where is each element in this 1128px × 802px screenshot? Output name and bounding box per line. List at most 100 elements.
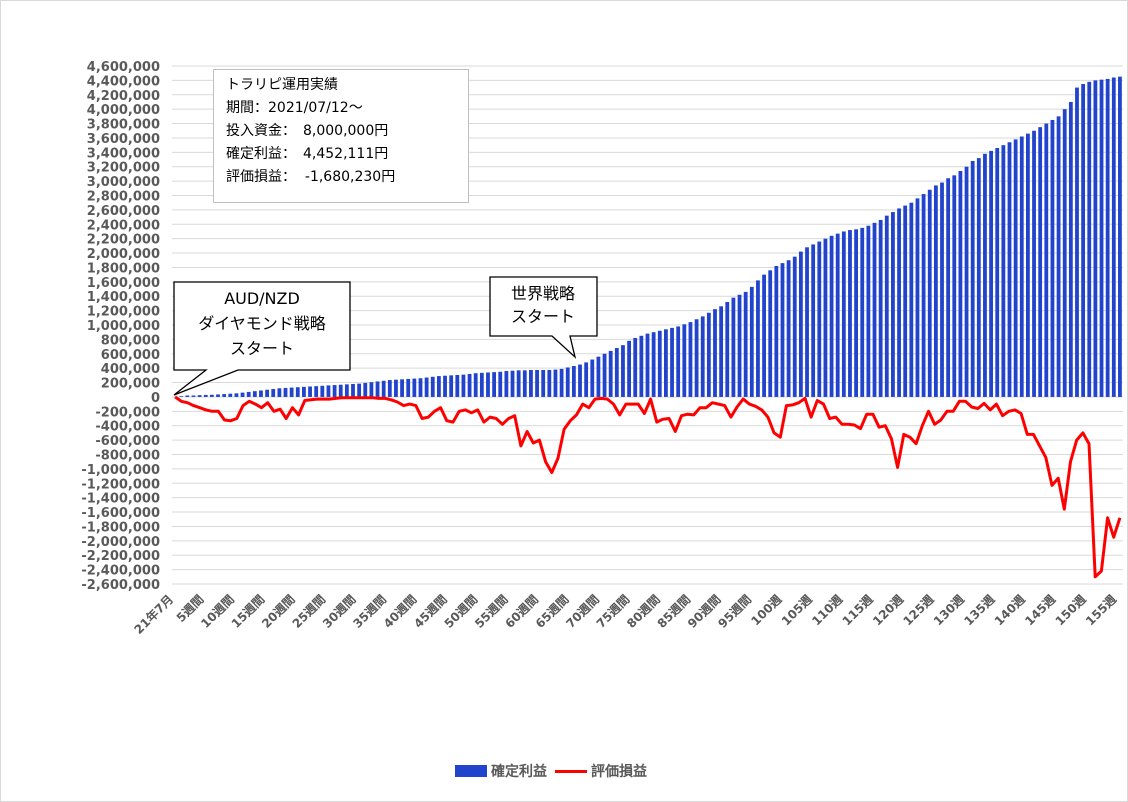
bar bbox=[351, 383, 355, 397]
x-tick-label: 140週 bbox=[991, 592, 1028, 629]
bar bbox=[1081, 83, 1086, 397]
x-tick-label: 135週 bbox=[961, 592, 998, 629]
bar bbox=[627, 340, 631, 397]
y-tick-label: -2,600,000 bbox=[81, 578, 160, 593]
bar bbox=[504, 371, 509, 397]
y-tick-label: 3,400,000 bbox=[87, 146, 160, 161]
x-tick-label: 10週間 bbox=[198, 592, 237, 631]
x-tick-label: 20週間 bbox=[258, 592, 297, 631]
x-tick-label: 155週 bbox=[1082, 592, 1119, 629]
bar bbox=[823, 238, 828, 397]
bar bbox=[436, 376, 441, 397]
bar bbox=[1087, 81, 1092, 397]
bar bbox=[706, 312, 711, 397]
bar bbox=[344, 384, 349, 397]
x-tick-label: 80週間 bbox=[623, 592, 662, 631]
bar bbox=[535, 369, 539, 397]
bar bbox=[614, 348, 619, 397]
x-tick-label: 60週間 bbox=[502, 592, 541, 631]
x-tick-label: 150週 bbox=[1052, 592, 1089, 629]
bar bbox=[326, 385, 331, 397]
x-tick-label: 95週間 bbox=[715, 592, 754, 631]
bar bbox=[884, 215, 889, 397]
y-tick-label: -200,000 bbox=[95, 405, 160, 420]
bar bbox=[645, 333, 650, 397]
bar bbox=[252, 391, 257, 397]
bar bbox=[940, 182, 944, 397]
y-tick-label: -800,000 bbox=[95, 449, 160, 464]
y-tick-label: 1,000,000 bbox=[87, 319, 160, 334]
bar bbox=[1025, 133, 1030, 397]
y-tick-label: 4,000,000 bbox=[87, 103, 160, 118]
bar bbox=[700, 316, 705, 397]
bar bbox=[259, 390, 263, 397]
x-tick-label: 45週間 bbox=[411, 592, 450, 631]
y-tick-label: 3,600,000 bbox=[87, 132, 160, 147]
x-tick-label: 145週 bbox=[1021, 592, 1058, 629]
bar bbox=[731, 297, 736, 397]
bar bbox=[584, 362, 589, 397]
bar bbox=[621, 345, 625, 397]
summary-period: 期間：2021/07/12～ bbox=[226, 100, 363, 116]
bar bbox=[903, 205, 908, 397]
bar bbox=[829, 235, 834, 397]
bar bbox=[872, 222, 877, 397]
bar bbox=[191, 395, 196, 397]
legend: 確定利益 評価損益 bbox=[455, 762, 647, 780]
callout-aud-nzd: AUD/NZD ダイヤモンド戦略 スタート bbox=[173, 281, 351, 396]
bar bbox=[743, 291, 748, 397]
x-tick-label: 30週間 bbox=[319, 592, 358, 631]
bar bbox=[983, 153, 987, 397]
bar bbox=[283, 387, 288, 397]
y-tick-label: 1,800,000 bbox=[87, 261, 160, 276]
bar bbox=[430, 376, 435, 397]
x-tick-label: 15週間 bbox=[228, 592, 267, 631]
bar bbox=[915, 198, 920, 397]
y-tick-label: 2,200,000 bbox=[87, 233, 160, 248]
bar bbox=[443, 375, 447, 397]
bar bbox=[302, 386, 306, 397]
bar bbox=[946, 178, 951, 397]
x-tick-label: 75週間 bbox=[593, 592, 632, 631]
y-tick-label: -2,000,000 bbox=[81, 535, 160, 550]
bar bbox=[633, 337, 638, 397]
bar bbox=[461, 374, 466, 397]
bar bbox=[185, 395, 190, 397]
bar bbox=[1062, 109, 1067, 397]
y-tick-label: 1,200,000 bbox=[87, 305, 160, 320]
bar bbox=[234, 393, 239, 397]
summary-invested: 投入資金： 8,000,000円 bbox=[226, 123, 389, 139]
callout-world-strategy: 世界戦略 スタート bbox=[489, 276, 598, 359]
y-tick-label: -1,000,000 bbox=[81, 463, 160, 478]
bar bbox=[725, 301, 730, 397]
bar bbox=[522, 370, 527, 397]
bar bbox=[676, 326, 681, 397]
y-tick-label: 2,600,000 bbox=[87, 204, 160, 219]
bar bbox=[1118, 76, 1122, 397]
summary-confirmed-profit: 確定利益： 4,452,111円 bbox=[226, 146, 389, 162]
bar bbox=[786, 260, 791, 397]
x-tick-label: 50週間 bbox=[441, 592, 480, 631]
bar bbox=[670, 327, 674, 397]
bar bbox=[222, 394, 227, 397]
bar bbox=[1111, 77, 1116, 397]
y-axis-ticks: 4,600,0004,400,0004,200,0004,000,0003,80… bbox=[81, 60, 160, 593]
bar bbox=[479, 372, 484, 397]
x-tick-label: 130週 bbox=[930, 592, 967, 629]
y-tick-label: -1,800,000 bbox=[81, 520, 160, 535]
bar bbox=[1032, 130, 1036, 397]
bar bbox=[179, 396, 184, 397]
bar bbox=[657, 330, 662, 397]
bar bbox=[547, 369, 552, 397]
y-tick-label: 4,200,000 bbox=[87, 89, 160, 104]
bar bbox=[792, 256, 797, 397]
bar bbox=[265, 389, 270, 397]
y-tick-label: 800,000 bbox=[101, 333, 160, 348]
bar bbox=[780, 263, 785, 397]
x-tick-label: 40週間 bbox=[380, 592, 419, 631]
bar bbox=[510, 370, 515, 397]
x-tick-label: 110週 bbox=[809, 592, 846, 629]
bar bbox=[835, 233, 840, 397]
x-tick-label: 65週間 bbox=[532, 592, 571, 631]
callout-aud-nzd-shape bbox=[173, 281, 351, 396]
